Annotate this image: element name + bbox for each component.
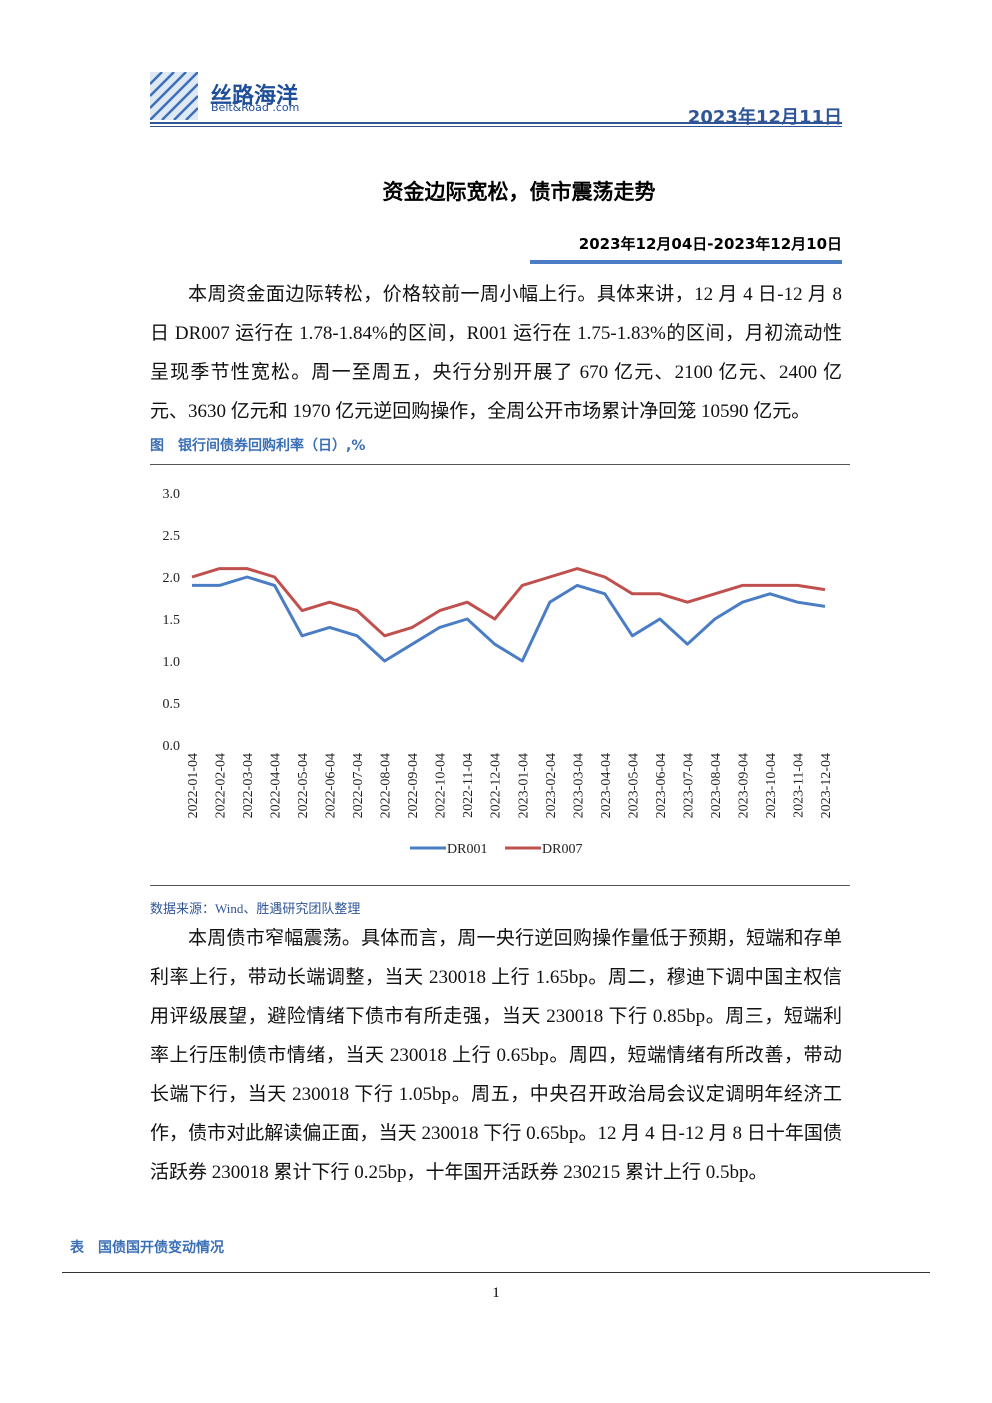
series-line [191,567,826,638]
header-rule [150,122,842,124]
x-tick-label: 2023-03-04 [571,753,586,818]
page-number: 1 [492,1285,500,1301]
paragraph: 本周债市窄幅震荡。具体而言，周一央行逆回购操作量低于预期，短端和存单利率上行，带… [150,928,842,1183]
x-tick-label: 2023-11-04 [791,753,806,818]
header-rule [150,126,842,127]
x-tick-label: 2022-06-04 [324,753,339,818]
footer-rule [62,1272,930,1273]
x-tick-label: 2023-08-04 [709,753,724,818]
period-rule [530,260,842,264]
x-tick-label: 2022-07-04 [351,753,366,818]
x-tick-label: 2023-09-04 [736,753,751,818]
x-tick-label: 2022-01-04 [186,753,201,818]
logo-en: Belt&Road .com [211,101,300,114]
y-tick-label: 0.0 [163,739,181,754]
x-tick-label: 2022-03-04 [241,753,256,818]
x-tick-label: 2023-10-04 [764,753,779,818]
title: 资金边际宽松，债市震荡走势 [382,180,656,204]
x-tick-label: 2022-02-04 [214,753,229,818]
x-tick-label: 2022-10-04 [434,753,449,818]
y-tick-label: 3.0 [163,487,181,502]
logo-cn: 丝路海洋 [210,84,299,109]
table-caption: 表 国债国开债变动情况 [70,1240,224,1256]
x-tick-label: 2022-08-04 [379,753,394,818]
chart: 0.0 0.5 1.0 1.5 2.0 2.5 3.0 2022-01-04 2022-02-0… [163,487,835,857]
series-line [192,575,826,663]
paragraph: 本周资金面边际转松，价格较前一周小幅上行。具体来讲，12 月 4 日-12 月 … [150,284,842,422]
logo-mark [150,72,198,120]
x-tick-label: 2023-07-04 [681,753,696,818]
y-tick-label: 1.0 [163,655,181,670]
x-tick-label: 2022-12-04 [489,753,504,818]
y-tick-label: 0.5 [163,697,181,712]
legend-label: DR007 [542,842,582,857]
y-tick-label: 2.0 [163,571,181,586]
source: 数据来源：Wind、胜遇研究团队整理 [150,901,361,916]
y-tick-label: 1.5 [163,613,181,628]
figure-caption: 图 银行间债券回购利率（日）,% [150,438,366,454]
x-tick-label: 2022-09-04 [406,753,421,818]
x-tick-label: 2023-02-04 [544,753,559,818]
legend-label: DR001 [447,842,487,857]
x-tick-label: 2022-11-04 [461,753,476,818]
x-tick-label: 2023-04-04 [599,753,614,818]
x-tick-label: 2022-04-04 [269,753,284,818]
x-tick-label: 2023-05-04 [626,753,641,818]
x-tick-label: 2022-05-04 [296,753,311,818]
y-tick-label: 2.5 [163,529,181,544]
x-tick-label: 2023-12-04 [819,753,834,818]
rule [150,464,850,465]
rule [150,885,850,886]
x-tick-label: 2023-06-04 [654,753,669,818]
x-tick-label: 2023-01-04 [516,753,531,818]
period: 2023年12月04日-2023年12月10日 [578,235,842,253]
